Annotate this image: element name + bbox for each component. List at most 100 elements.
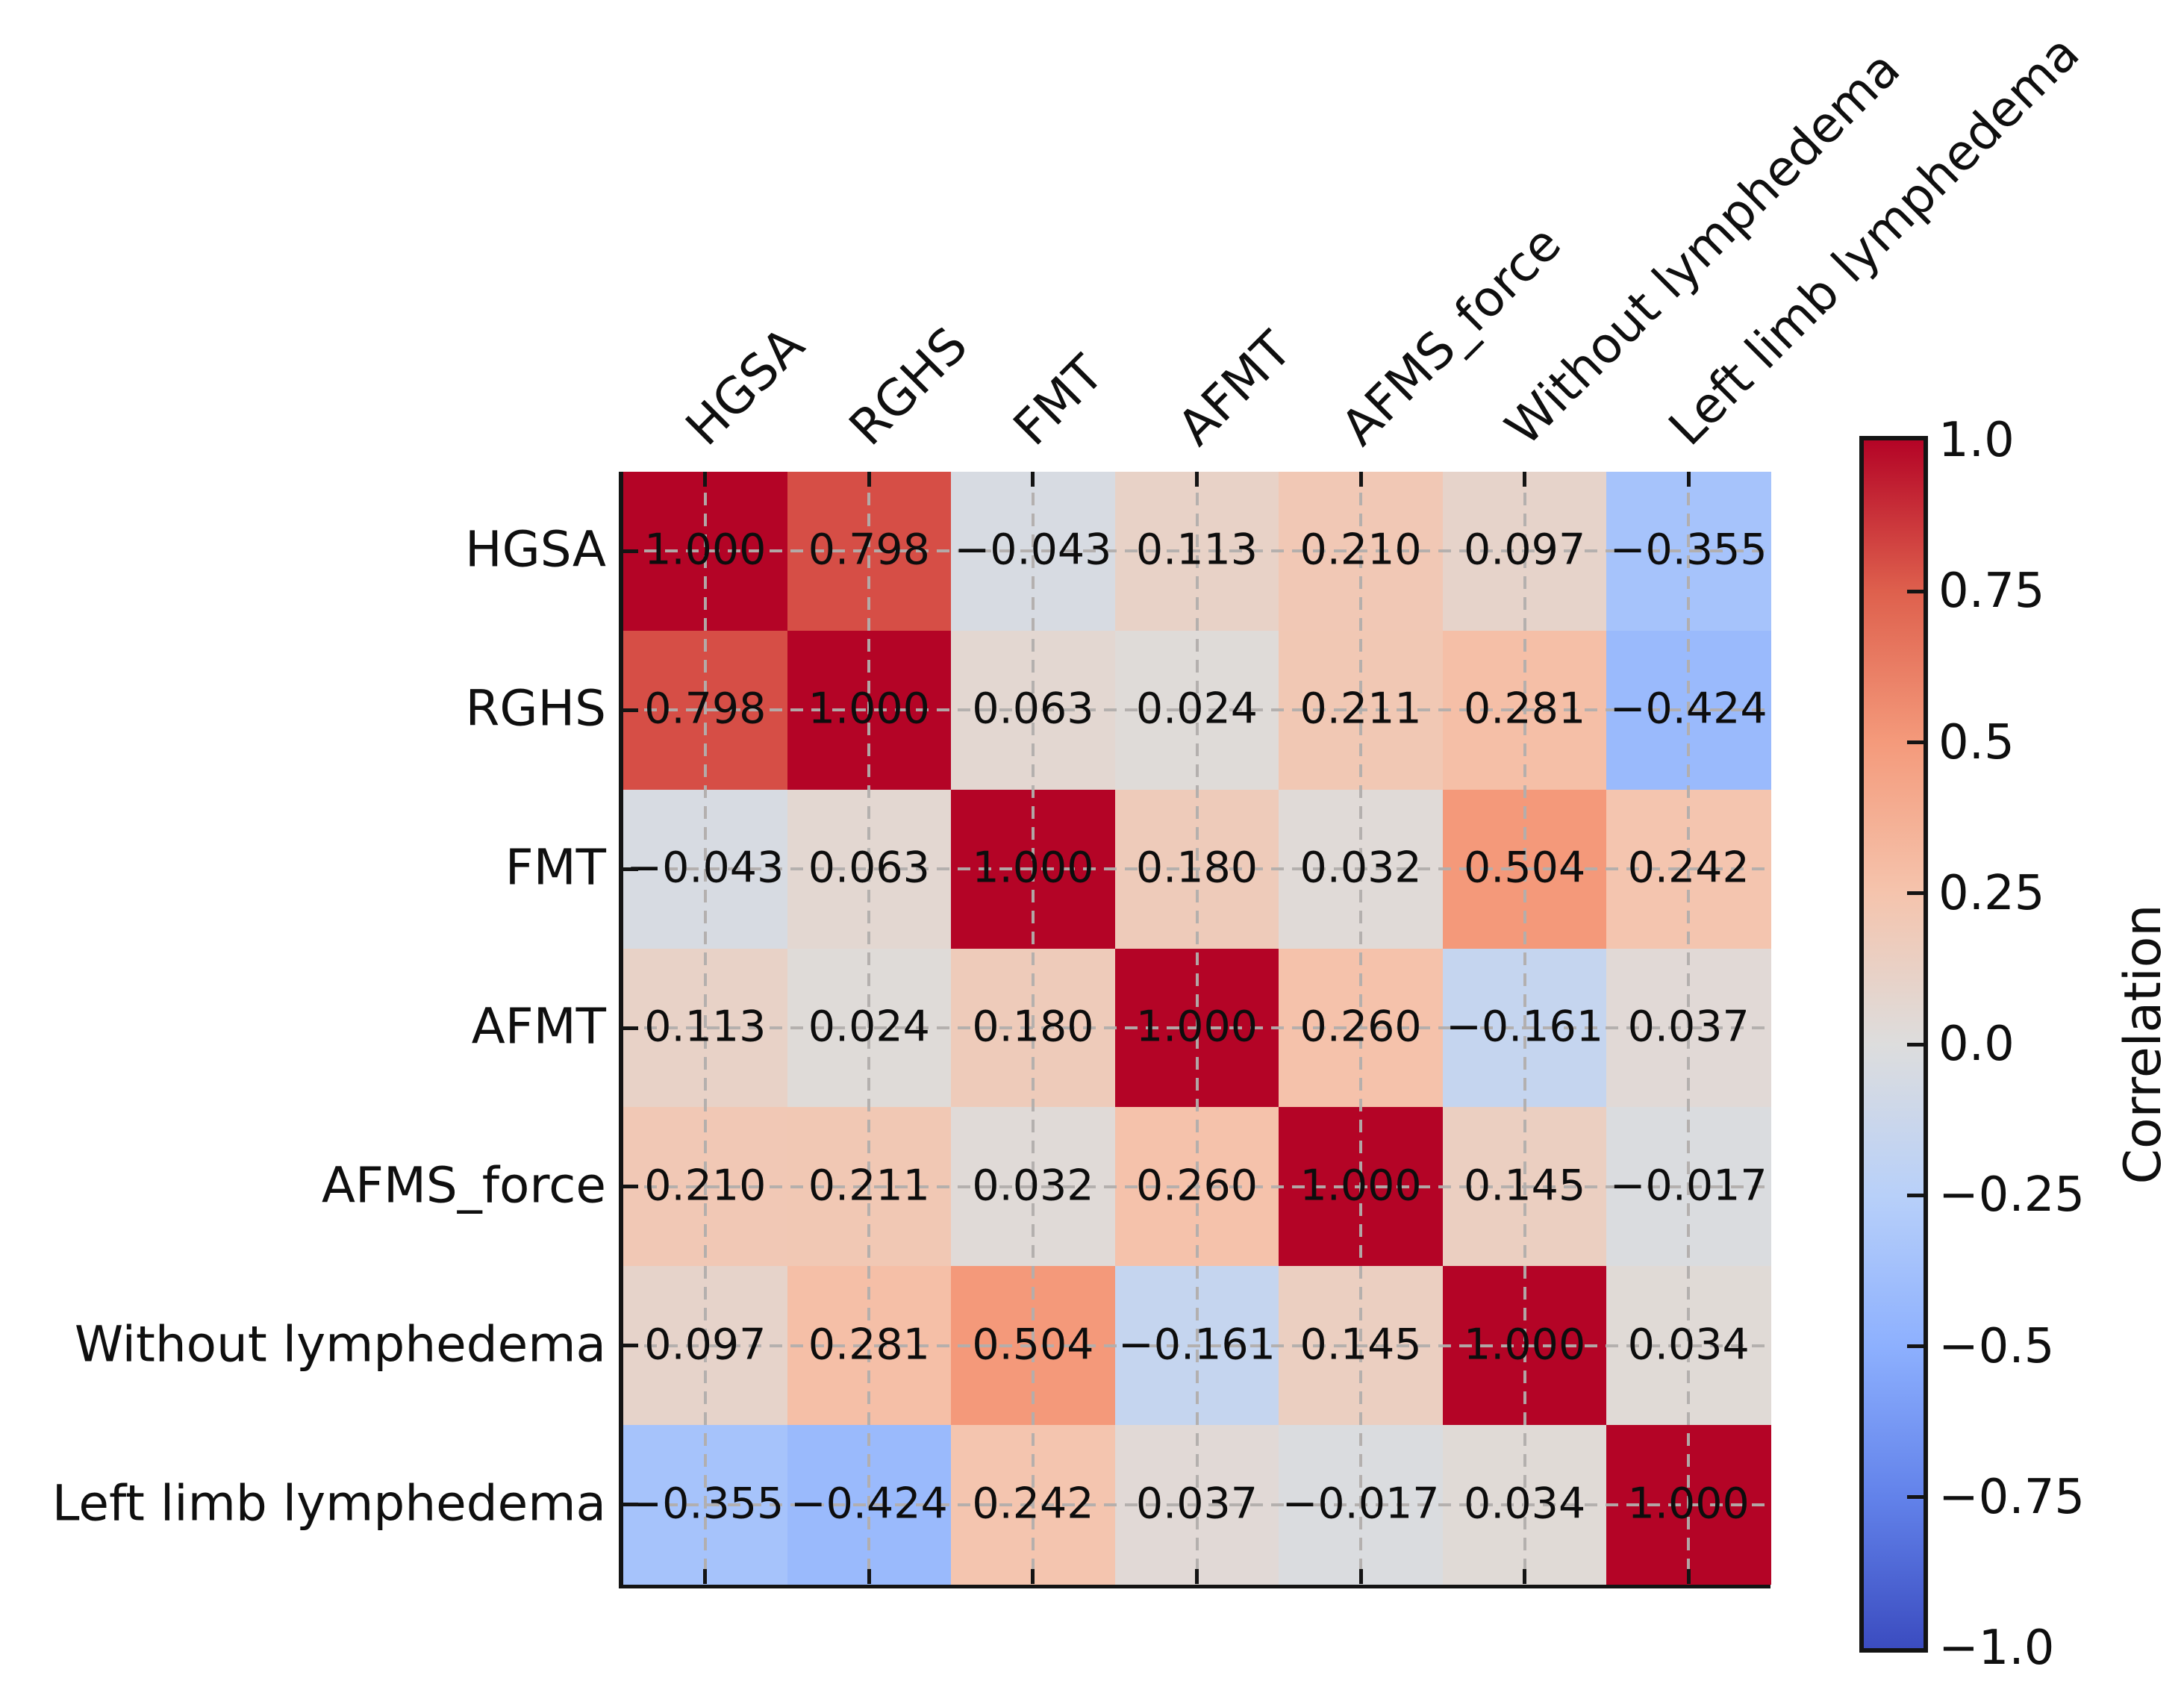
- heatmap-cell-text-layer: 0.242: [951, 1425, 1115, 1584]
- heatmap-cell-text-layer: 0.034: [1606, 1266, 1770, 1425]
- heatmap-cell-text-layer: 0.024: [787, 949, 952, 1108]
- heatmap-cell-text-layer: 0.145: [1279, 1266, 1443, 1425]
- gridline-horizontal: [623, 867, 1770, 871]
- heatmap-cell-text-layer: 1.000: [1443, 1266, 1607, 1425]
- cell-value: 0.260: [1300, 1002, 1422, 1052]
- cell-value: 0.210: [644, 1161, 767, 1211]
- colorbar-tick-label: −0.5: [1938, 1318, 2055, 1374]
- gridline-horizontal: [623, 1344, 1770, 1347]
- cell-value: 0.180: [1135, 843, 1258, 893]
- heatmap-grid: 1.000 0.798 −0.043 0.113 0.210 0.097 −0.355 0.7…: [619, 472, 1771, 1588]
- colorbar-tick-label: 0.75: [1938, 564, 2045, 620]
- heatmap-cell-text-layer: −0.424: [1606, 631, 1770, 790]
- cell-value: 0.504: [1464, 843, 1586, 893]
- cell-value: 1.000: [1464, 1320, 1586, 1370]
- cell-value: −0.355: [626, 1478, 784, 1528]
- heatmap-cell-text-layer: 0.037: [1606, 949, 1770, 1108]
- axis-tick-top: [703, 472, 708, 487]
- colorbar-tick-label: 0.0: [1938, 1017, 2015, 1072]
- heatmap-cell-text-layer: −0.424: [787, 1425, 952, 1584]
- heatmap-cell-text-layer: 0.211: [1279, 631, 1443, 790]
- row-label: Without lymphedema: [74, 1315, 606, 1373]
- cell-value: 0.260: [1135, 1161, 1258, 1211]
- cell-value: 0.024: [808, 1002, 930, 1052]
- heatmap-cell-text-layer: 1.000: [787, 631, 952, 790]
- heatmap-cell-text-layer: 1.000: [1279, 1107, 1443, 1266]
- axis-tick-left: [623, 1344, 638, 1348]
- cell-value: −0.424: [790, 1478, 948, 1528]
- cell-value: 0.145: [1464, 1161, 1586, 1211]
- cell-value: 0.037: [1135, 1478, 1258, 1528]
- heatmap-cell-text-layer: −0.161: [1115, 1266, 1279, 1425]
- heatmap-cell-text-layer: 0.504: [951, 1266, 1115, 1425]
- cell-value: 0.063: [972, 684, 1094, 734]
- heatmap-cell-text-layer: 0.504: [1443, 790, 1607, 949]
- heatmap-cell-text-layer: 0.210: [623, 1107, 787, 1266]
- cell-value: 1.000: [1300, 1161, 1422, 1211]
- axis-tick-top: [1195, 472, 1199, 487]
- axis-tick-bottom: [703, 1569, 708, 1584]
- heatmap-cell-text-layer: 0.063: [787, 790, 952, 949]
- heatmap-cell-text-layer: 0.024: [1115, 631, 1279, 790]
- gridline-horizontal: [623, 549, 1770, 553]
- axis-tick-bottom: [867, 1569, 871, 1584]
- cell-value: −0.355: [1609, 525, 1768, 575]
- cell-value: 0.063: [808, 843, 930, 893]
- heatmap-cell-text-layer: 0.211: [787, 1107, 952, 1266]
- colorbar: [1859, 436, 1928, 1653]
- axis-tick-bottom: [1358, 1569, 1363, 1584]
- heatmap-cell-text-layer: 0.260: [1115, 1107, 1279, 1266]
- axis-tick-top: [1523, 472, 1527, 487]
- heatmap-cell-text-layer: −0.355: [1606, 472, 1770, 631]
- column-label: RGHS: [838, 316, 979, 457]
- colorbar-tick-label: −0.75: [1938, 1469, 2085, 1525]
- cell-value: 0.113: [644, 1002, 767, 1052]
- cell-value: 0.210: [1300, 525, 1422, 575]
- cell-value: 0.281: [1464, 684, 1586, 734]
- cell-value: 0.180: [972, 1002, 1094, 1052]
- heatmap-cell-text-layer: −0.017: [1606, 1107, 1770, 1266]
- cell-value: −0.043: [954, 525, 1112, 575]
- heatmap-cell-text-layer: 0.281: [787, 1266, 952, 1425]
- gridline-horizontal: [623, 1185, 1770, 1188]
- colorbar-tick-label: −0.25: [1938, 1167, 2085, 1223]
- row-label: AFMS_force: [321, 1156, 606, 1214]
- cell-value: 0.024: [1135, 684, 1258, 734]
- cell-value: 0.798: [808, 525, 930, 575]
- heatmap-cell-text-layer: 1.000: [951, 790, 1115, 949]
- colorbar-title: Correlation: [2114, 904, 2173, 1185]
- cell-value: −0.017: [1609, 1161, 1768, 1211]
- axis-tick-bottom: [1031, 1569, 1035, 1584]
- axis-tick-top: [867, 472, 871, 487]
- axis-tick-left: [623, 1026, 638, 1030]
- colorbar-tick: [1907, 891, 1924, 896]
- cell-value: 1.000: [1627, 1478, 1750, 1528]
- cell-value: 1.000: [1135, 1002, 1258, 1052]
- row-label: FMT: [505, 838, 606, 896]
- colorbar-tick: [1907, 1495, 1924, 1500]
- cell-value: −0.424: [1609, 684, 1768, 734]
- cell-value: −0.017: [1282, 1478, 1440, 1528]
- heatmap-cell-text-layer: 0.097: [1443, 472, 1607, 631]
- colorbar-tick: [1907, 1193, 1924, 1197]
- row-label: HGSA: [464, 521, 606, 579]
- heatmap-cell-text-layer: 0.242: [1606, 790, 1770, 949]
- axis-tick-left: [623, 708, 638, 712]
- axis-tick-top: [1031, 472, 1035, 487]
- colorbar-tick: [1907, 1042, 1924, 1047]
- cell-value: 0.798: [644, 684, 767, 734]
- colorbar-tick: [1907, 740, 1924, 744]
- heatmap-cell-text-layer: −0.161: [1443, 949, 1607, 1108]
- axis-tick-left: [623, 549, 638, 553]
- column-label: HGSA: [674, 316, 815, 457]
- axis-tick-bottom: [1686, 1569, 1691, 1584]
- heatmap-cell-text-layer: 0.113: [1115, 472, 1279, 631]
- heatmap-cell-text-layer: −0.355: [623, 1425, 787, 1584]
- axis-tick-left: [623, 1503, 638, 1507]
- cell-value: −0.043: [626, 843, 784, 893]
- cell-value: 0.113: [1135, 525, 1258, 575]
- axis-tick-left: [623, 867, 638, 871]
- heatmap-cell-text-layer: 0.063: [951, 631, 1115, 790]
- cell-value: 0.034: [1464, 1478, 1586, 1528]
